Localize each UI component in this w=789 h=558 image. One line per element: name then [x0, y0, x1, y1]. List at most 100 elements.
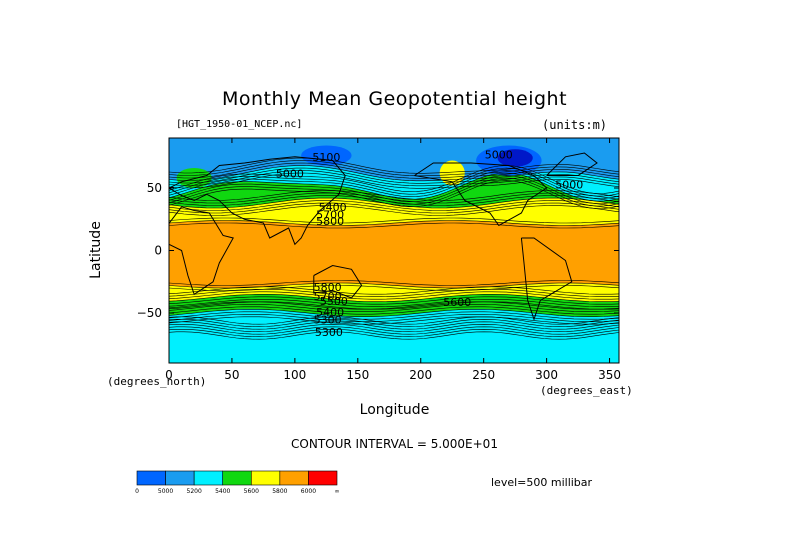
contour-line — [169, 170, 619, 199]
contour-line — [169, 328, 619, 338]
x-tick-label: 150 — [346, 368, 369, 382]
contour-line — [169, 190, 619, 201]
contour-label: 5300 — [315, 326, 343, 339]
contour-label: 5800 — [314, 281, 342, 294]
contour-line — [169, 309, 619, 317]
contour-line — [169, 220, 619, 226]
contour-label: 5700 — [316, 209, 344, 222]
contour-line — [169, 294, 619, 302]
chart-title: Monthly Mean Geopotential height — [221, 88, 568, 110]
contour-line — [169, 197, 619, 209]
contour-line — [169, 285, 619, 291]
contour-line — [169, 331, 619, 340]
polar-low-core — [497, 149, 533, 167]
contour-line — [169, 202, 619, 214]
contour-line — [169, 170, 619, 187]
contour-line — [169, 200, 619, 211]
contour-line — [169, 314, 619, 322]
x-tick-label: 350 — [598, 368, 621, 382]
contour-label: 5400 — [319, 201, 347, 214]
colorbar-label: 5600 — [244, 488, 259, 495]
colorbar-label: 5200 — [187, 488, 202, 495]
colorbar-swatch — [308, 470, 338, 486]
contour-line — [169, 195, 619, 206]
contour-line — [169, 311, 619, 320]
contour-interval: CONTOUR INTERVAL = 5.000E+01 — [291, 437, 498, 451]
x-tick-label: 200 — [409, 368, 432, 382]
contour-line — [169, 291, 619, 300]
y-axis-label: Latitude — [88, 221, 104, 279]
contour-line — [169, 167, 619, 184]
colorbar-label: 5400 — [215, 488, 230, 495]
polar-low-siberia — [301, 145, 352, 166]
contour-line — [169, 318, 619, 328]
contour-line — [169, 157, 619, 174]
contour-line — [169, 172, 619, 189]
contour-line — [169, 222, 619, 229]
contour-line — [169, 299, 619, 307]
y-axis-unit: (degrees_north) — [107, 375, 207, 388]
contour-line — [169, 316, 619, 325]
contour-label: 5000 — [485, 149, 513, 162]
contour-line — [169, 165, 619, 182]
contour-label: 5600 — [443, 296, 471, 309]
x-axis-unit: (degrees_east) — [540, 384, 633, 397]
contour-line — [169, 282, 619, 289]
colorbar-swatch — [222, 470, 252, 486]
colorbar-label: ∞ — [335, 488, 340, 495]
x-tick-label: 50 — [224, 368, 239, 382]
x-axis-label: Longitude — [359, 402, 430, 418]
contour-label: 5100 — [312, 151, 340, 164]
contour-line — [169, 172, 619, 202]
contour-line — [169, 192, 619, 204]
contour-line — [169, 205, 619, 216]
contour-line — [169, 316, 619, 325]
x-tick-label: 300 — [535, 368, 558, 382]
coastline — [520, 237, 573, 321]
contour-line — [169, 306, 619, 315]
colorbar-label: 5800 — [272, 488, 287, 495]
colorbar-swatch — [136, 470, 166, 486]
y-tick-label: −50 — [137, 306, 162, 320]
x-tick-label: 250 — [472, 368, 495, 382]
contour-line — [169, 301, 619, 310]
contour-label: 5400 — [316, 306, 344, 319]
contour-line — [169, 160, 619, 177]
contour-label: 5800 — [316, 215, 344, 228]
band-south-5600 — [169, 283, 619, 302]
contour-label: 5000 — [276, 167, 304, 180]
band-south-polar — [169, 324, 619, 363]
contour-line — [169, 304, 619, 312]
contour-line — [169, 289, 619, 297]
contour-label: 5500 — [320, 295, 348, 308]
coastline — [169, 156, 346, 246]
contour-line — [169, 167, 619, 197]
x-tick-label: 0 — [165, 368, 173, 382]
y-tick-label: 50 — [147, 181, 162, 195]
file-label: [HGT_1950-01_NCEP.nc] — [176, 119, 303, 130]
contour-line — [169, 323, 619, 333]
coastline — [313, 264, 363, 299]
contour-line — [169, 326, 619, 335]
units-label: (units:m) — [542, 118, 608, 132]
level-label: level=500 millibar — [491, 476, 593, 489]
contour-line — [169, 162, 619, 179]
colorbar-swatch — [193, 470, 224, 486]
x-tick-label: 100 — [283, 368, 306, 382]
contour-line — [169, 296, 619, 305]
contour-line — [169, 217, 619, 224]
coastline — [414, 162, 548, 227]
contour-line — [169, 301, 619, 310]
contour-line — [169, 321, 619, 330]
contour-label: 5300 — [314, 314, 342, 327]
colorbar-label: 5000 — [158, 488, 173, 495]
contour-label: 5700 — [314, 290, 342, 303]
coastline — [169, 206, 234, 296]
colorbar: 0 5000 5200 5400 5600 5800 6000 ∞ — [135, 470, 340, 495]
colorbar-swatch — [250, 470, 281, 486]
band-tropics-5800 — [169, 220, 619, 288]
contour-label: 5000 — [555, 179, 583, 192]
contour-line — [169, 177, 619, 207]
contour-line — [169, 165, 619, 194]
